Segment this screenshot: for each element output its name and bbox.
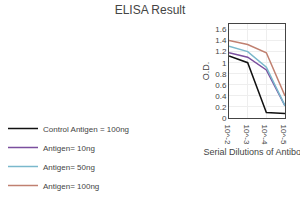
svg-text:10^-5: 10^-5 xyxy=(279,125,288,145)
svg-text:1.6: 1.6 xyxy=(215,25,227,34)
svg-text:0.2: 0.2 xyxy=(215,103,227,112)
svg-text:Control Antigen = 100ng: Control Antigen = 100ng xyxy=(43,125,129,134)
svg-text:1.4: 1.4 xyxy=(215,36,227,45)
svg-text:Antigen= 100ng: Antigen= 100ng xyxy=(43,182,99,191)
svg-text:0.8: 0.8 xyxy=(215,70,227,79)
svg-text:Serial Dilutions of Antibody: Serial Dilutions of Antibody xyxy=(203,147,300,157)
svg-text:O.D.: O.D. xyxy=(201,62,211,81)
svg-text:ELISA Result: ELISA Result xyxy=(115,3,186,17)
svg-text:Antigen= 10ng: Antigen= 10ng xyxy=(43,144,95,153)
svg-text:0: 0 xyxy=(222,114,227,123)
svg-text:10^-2: 10^-2 xyxy=(223,125,232,145)
svg-text:10^-4: 10^-4 xyxy=(260,125,269,145)
svg-text:0.6: 0.6 xyxy=(215,81,227,90)
svg-text:1: 1 xyxy=(222,59,227,68)
svg-text:0.4: 0.4 xyxy=(215,92,227,101)
svg-text:Antigen= 50ng: Antigen= 50ng xyxy=(43,163,95,172)
svg-text:1.2: 1.2 xyxy=(215,47,227,56)
svg-text:10^-3: 10^-3 xyxy=(242,125,251,145)
